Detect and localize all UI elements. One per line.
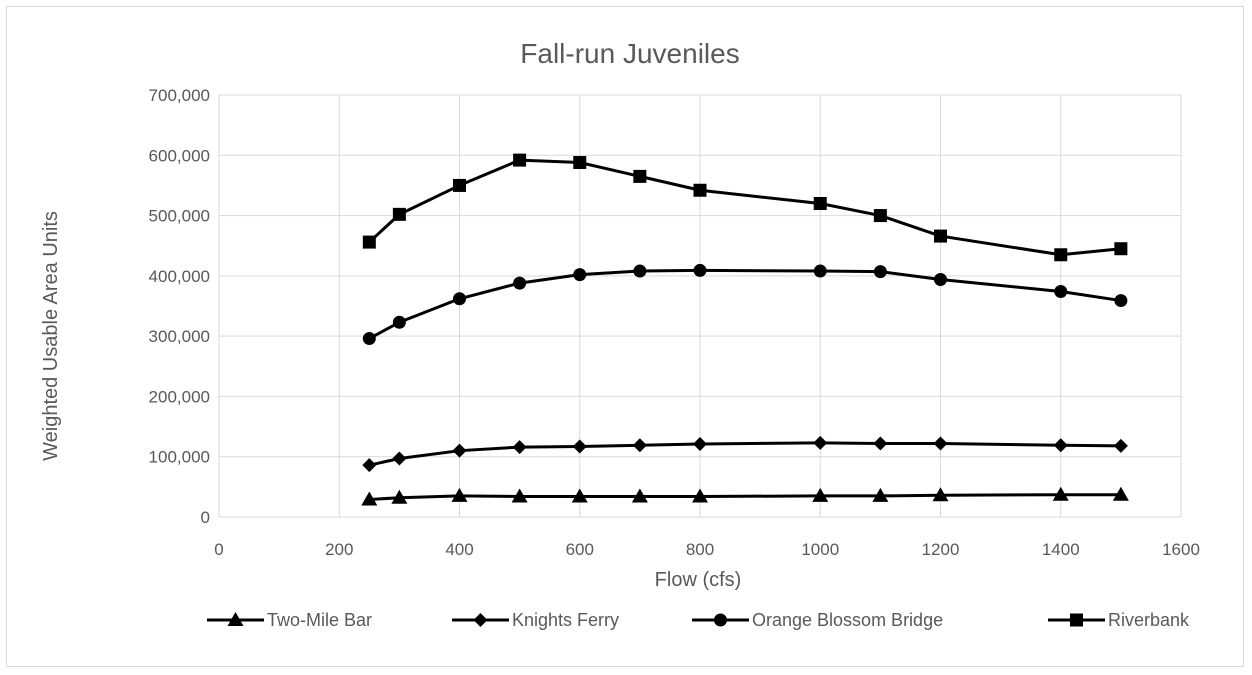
data-point	[932, 487, 949, 502]
y-tick-label: 400,000	[149, 267, 210, 286]
x-tick-label: 200	[325, 540, 353, 559]
x-tick-label: 1000	[801, 540, 839, 559]
series-line	[368, 441, 1121, 467]
legend-item: Riverbank	[1048, 610, 1190, 630]
series-riverbank	[362, 153, 1128, 262]
series-line	[369, 493, 1121, 502]
legend-marker	[227, 612, 244, 626]
x-tick-label: 0	[214, 540, 223, 559]
gridlines	[218, 94, 1182, 518]
x-tick-label: 600	[566, 540, 594, 559]
y-tick-label: 700,000	[149, 86, 210, 105]
data-point	[813, 197, 827, 211]
data-point	[633, 264, 647, 278]
data-point	[1114, 242, 1128, 256]
data-point	[1112, 486, 1129, 501]
legend-item: Knights Ferry	[452, 610, 619, 630]
data-point	[571, 488, 588, 503]
data-point	[1054, 248, 1068, 262]
y-tick-label: 200,000	[149, 387, 210, 406]
data-point	[934, 229, 947, 243]
data-point	[362, 235, 376, 249]
series-knights-ferry	[362, 435, 1128, 473]
x-tick-label: 800	[686, 540, 714, 559]
data-point	[633, 169, 647, 183]
legend-marker	[714, 613, 727, 627]
data-point	[361, 491, 378, 506]
x-axis-title: Flow (cfs)	[655, 569, 742, 591]
y-tick-label: 100,000	[149, 448, 210, 467]
data-point	[812, 487, 829, 502]
data-point	[1114, 294, 1128, 308]
data-point	[631, 488, 648, 503]
legend-label: Two-Mile Bar	[267, 610, 372, 630]
y-tick-label: 0	[201, 508, 210, 527]
legend-label: Knights Ferry	[512, 610, 619, 630]
data-point	[873, 209, 887, 223]
data-point	[392, 451, 407, 466]
data-point	[873, 436, 888, 451]
data-point	[452, 443, 467, 458]
data-point	[362, 458, 377, 473]
legend-marker	[473, 613, 488, 627]
legend-label: Riverbank	[1108, 610, 1190, 630]
data-point	[512, 440, 527, 455]
data-point	[573, 156, 587, 170]
data-point	[391, 489, 408, 504]
data-point	[513, 276, 527, 290]
x-tick-label: 400	[445, 540, 473, 559]
data-point	[632, 438, 647, 453]
x-tick-label: 1600	[1162, 540, 1200, 559]
series-two-mile-bar	[361, 486, 1129, 506]
data-point	[392, 315, 406, 329]
data-point	[693, 183, 707, 197]
y-tick-label: 500,000	[149, 207, 210, 226]
x-tick-label: 1400	[1042, 540, 1080, 559]
x-tick-label: 1200	[922, 540, 960, 559]
tick-labels: 0 100,000 200,000 300,000 400,000 500,000 600,…	[149, 86, 1200, 559]
series-line	[368, 268, 1122, 340]
data-point	[1053, 438, 1068, 453]
data-point	[362, 332, 376, 346]
series-orange-blossom-bridge	[362, 263, 1128, 346]
data-point	[513, 153, 527, 167]
legend-label: Orange Blossom Bridge	[752, 610, 943, 630]
y-tick-label: 300,000	[149, 327, 210, 346]
data-point	[453, 178, 466, 192]
data-point	[693, 263, 707, 277]
y-axis-title: Weighted Usable Area Units	[40, 211, 62, 461]
data-point	[511, 488, 528, 503]
legend-item: Two-Mile Bar	[207, 610, 372, 630]
legend: Two-Mile Bar Knights Ferry Orange Blossom …	[207, 610, 1190, 630]
data-point	[572, 439, 587, 454]
legend-marker	[1070, 613, 1083, 627]
series-group	[361, 153, 1129, 506]
y-tick-label: 600,000	[149, 146, 210, 165]
legend-item: Orange Blossom Bridge	[692, 610, 943, 630]
chart-title: Fall-run Juveniles	[520, 38, 739, 69]
data-point	[692, 488, 708, 503]
data-point	[392, 207, 406, 221]
data-point	[1052, 486, 1069, 501]
data-point	[1054, 285, 1068, 299]
series-line	[368, 158, 1122, 257]
data-point	[573, 268, 587, 282]
data-point	[933, 436, 948, 451]
data-point	[453, 292, 466, 306]
data-point	[873, 265, 887, 279]
data-point	[872, 487, 889, 502]
data-point	[1113, 438, 1128, 453]
data-point	[813, 264, 827, 278]
data-point	[934, 272, 947, 286]
data-point	[451, 487, 468, 502]
data-point	[813, 435, 828, 450]
data-point	[693, 437, 707, 452]
